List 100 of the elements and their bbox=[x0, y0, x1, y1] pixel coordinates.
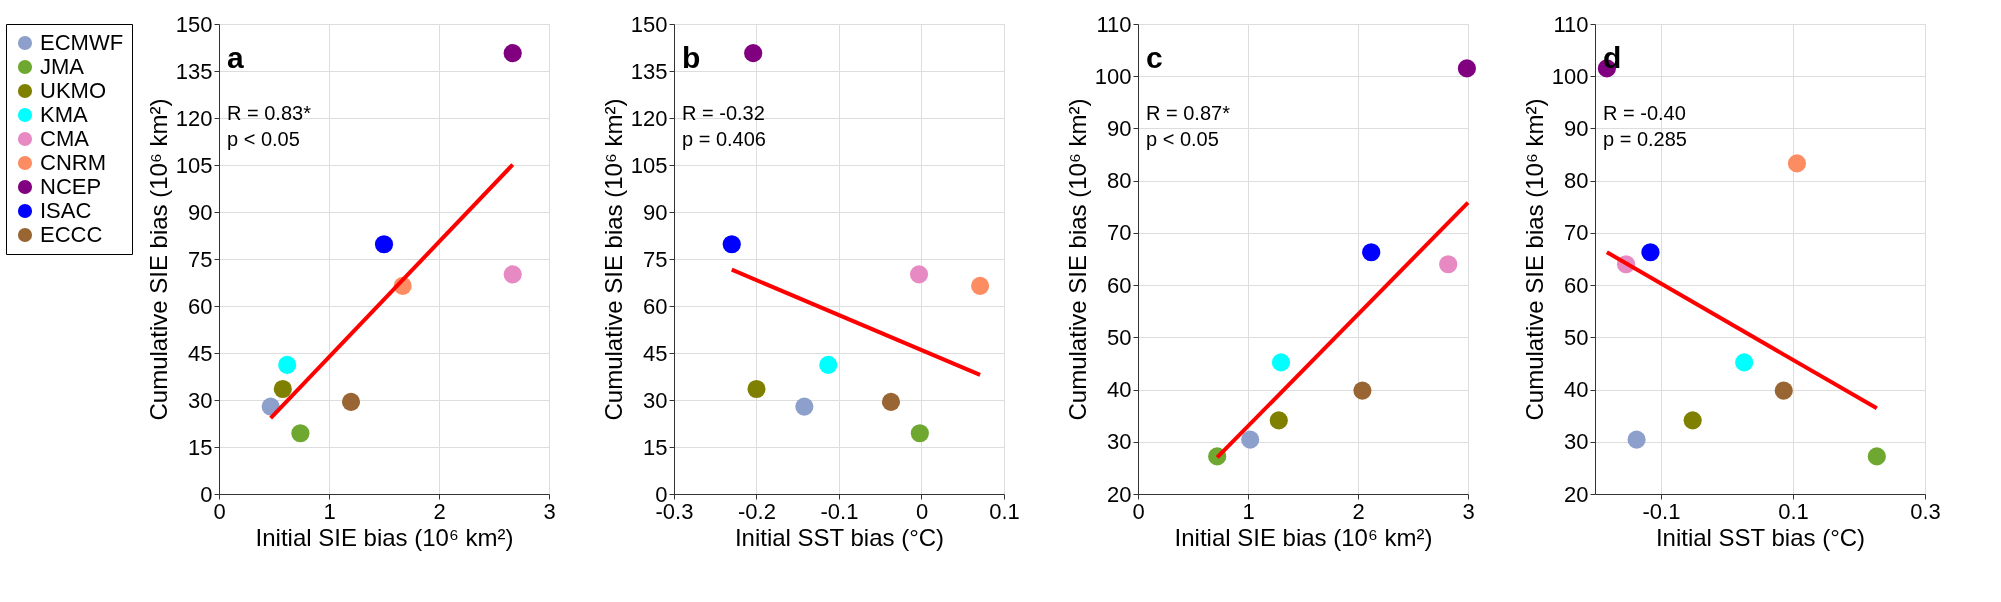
y-tick-label: 30 bbox=[1564, 429, 1589, 455]
x-axis-title: Initial SST bias (°C) bbox=[734, 523, 945, 551]
y-tick-label: 15 bbox=[188, 434, 213, 460]
y-tick-label: 60 bbox=[1564, 272, 1589, 298]
annotation: R = 0.87* bbox=[1146, 102, 1231, 124]
y-tick-label: 60 bbox=[1107, 272, 1132, 298]
x-tick-label: 2 bbox=[433, 498, 446, 524]
point bbox=[1353, 381, 1372, 400]
y-tick-label: 90 bbox=[1564, 115, 1589, 141]
y-tick-label: 70 bbox=[1107, 220, 1132, 246]
y-axis-title: Cumulative SIE bias (10⁶ km²) bbox=[144, 98, 172, 421]
y-tick-label: 0 bbox=[200, 481, 213, 507]
y-tick-label: 105 bbox=[630, 152, 668, 178]
y-tick-label: 90 bbox=[643, 199, 668, 225]
point bbox=[374, 235, 394, 254]
y-tick-label: 20 bbox=[1564, 481, 1589, 507]
point bbox=[1867, 447, 1886, 466]
legend-label: CMA bbox=[40, 126, 90, 151]
point bbox=[722, 235, 741, 254]
y-tick-label: 60 bbox=[188, 293, 213, 319]
y-tick-label: 30 bbox=[188, 387, 213, 413]
y-tick-label: 70 bbox=[1564, 220, 1589, 246]
x-tick-label: 2 bbox=[1352, 498, 1365, 524]
y-tick-label: 75 bbox=[188, 246, 213, 272]
y-tick-label: 80 bbox=[1564, 168, 1589, 194]
x-tick-label: 0.1 bbox=[989, 498, 1020, 524]
point bbox=[503, 44, 522, 63]
y-tick-label: 110 bbox=[1553, 11, 1589, 37]
annotation: p < 0.05 bbox=[1146, 128, 1219, 150]
legend-label: CNRM bbox=[40, 150, 106, 175]
point bbox=[970, 276, 990, 296]
point bbox=[503, 265, 522, 284]
y-tick-label: 45 bbox=[188, 340, 213, 366]
y-tick-label: 120 bbox=[630, 105, 668, 131]
x-tick-label: 3 bbox=[543, 498, 556, 524]
point bbox=[910, 424, 929, 443]
annotation: R = -0.32 bbox=[682, 102, 765, 124]
point bbox=[341, 392, 361, 411]
x-axis-title: Initial SIE bias (10⁶ km²) bbox=[1174, 523, 1433, 551]
y-tick-label: 60 bbox=[643, 293, 668, 319]
legend-label: ECMWF bbox=[40, 30, 124, 55]
point bbox=[747, 379, 766, 399]
x-tick-label: -0.2 bbox=[738, 498, 776, 524]
point bbox=[1641, 243, 1660, 262]
annotation: a bbox=[227, 41, 244, 74]
y-tick-label: 100 bbox=[1551, 63, 1589, 89]
x-axis-title: Initial SST bias (°C) bbox=[1655, 523, 1866, 551]
y-tick-label: 30 bbox=[1107, 429, 1132, 455]
point bbox=[278, 355, 297, 374]
point bbox=[1774, 381, 1793, 400]
point bbox=[1787, 154, 1807, 173]
y-tick-label: 40 bbox=[1564, 377, 1589, 403]
annotation: p = 0.406 bbox=[682, 128, 766, 150]
x-tick-label: -0.1 bbox=[820, 498, 859, 524]
y-tick-label: 150 bbox=[175, 11, 213, 37]
x-tick-label: 0 bbox=[915, 498, 929, 524]
y-axis-title: Cumulative SIE bias (10⁶ km²) bbox=[1520, 98, 1548, 421]
y-tick-label: 50 bbox=[1564, 324, 1589, 350]
point bbox=[1271, 353, 1291, 372]
point bbox=[1457, 59, 1476, 78]
y-tick-label: 90 bbox=[188, 199, 213, 225]
y-tick-label: 45 bbox=[643, 340, 668, 366]
y-tick-label: 100 bbox=[1094, 63, 1132, 89]
point bbox=[1627, 430, 1646, 449]
point bbox=[1683, 411, 1702, 430]
legend-label: NCEP bbox=[40, 174, 102, 199]
y-axis-title: Cumulative SIE bias (10⁶ km²) bbox=[1063, 98, 1091, 421]
point bbox=[795, 397, 814, 416]
y-tick-label: 20 bbox=[1107, 481, 1132, 507]
legend-label: UKMO bbox=[40, 78, 106, 103]
point bbox=[291, 424, 310, 443]
point bbox=[881, 392, 901, 411]
annotation: p < 0.05 bbox=[227, 128, 300, 150]
x-axis-title: Initial SIE bias (10⁶ km²) bbox=[255, 523, 514, 551]
annotation: R = -0.40 bbox=[1603, 102, 1686, 124]
y-tick-label: 150 bbox=[630, 11, 668, 37]
y-tick-label: 105 bbox=[175, 152, 213, 178]
annotation: R = 0.83* bbox=[227, 102, 312, 124]
y-tick-label: 135 bbox=[175, 58, 213, 84]
point bbox=[1269, 411, 1288, 430]
y-tick-label: 110 bbox=[1096, 11, 1132, 37]
y-tick-label: 120 bbox=[175, 105, 213, 131]
y-tick-label: 30 bbox=[643, 387, 668, 413]
y-tick-label: 15 bbox=[643, 434, 668, 460]
point bbox=[744, 44, 763, 63]
x-tick-label: 1 bbox=[1242, 498, 1255, 524]
point bbox=[1362, 243, 1381, 262]
x-tick-label: 0.3 bbox=[1910, 498, 1941, 524]
legend-label: ISAC bbox=[40, 198, 92, 223]
y-tick-label: 90 bbox=[1107, 115, 1132, 141]
x-tick-label: 3 bbox=[1462, 498, 1475, 524]
y-tick-label: 50 bbox=[1107, 324, 1132, 350]
y-axis-title: Cumulative SIE bias (10⁶ km²) bbox=[599, 98, 627, 421]
annotation: c bbox=[1146, 41, 1163, 74]
y-tick-label: 135 bbox=[630, 58, 668, 84]
point bbox=[909, 265, 929, 284]
annotation: p = 0.285 bbox=[1603, 128, 1687, 150]
x-tick-label: 0.1 bbox=[1778, 498, 1809, 524]
point bbox=[1735, 353, 1754, 372]
x-tick-label: 1 bbox=[323, 498, 336, 524]
